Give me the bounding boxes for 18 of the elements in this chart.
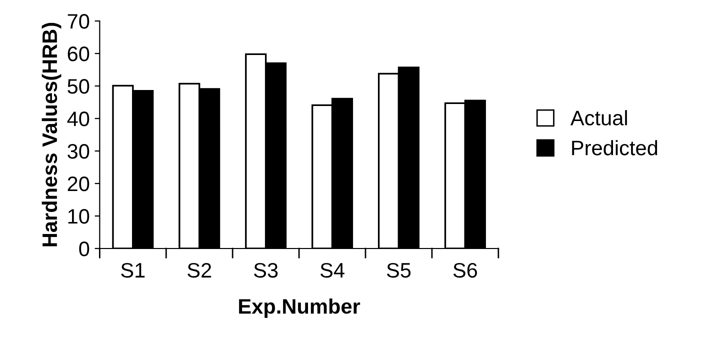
x-tick-label: S2 <box>188 262 212 278</box>
y-tick-label: 60 <box>68 46 90 62</box>
x-tick-label: S1 <box>121 262 145 278</box>
y-tick-label: 40 <box>67 112 90 126</box>
y-tick-label: 70 <box>68 14 90 29</box>
legend-label: Predicted <box>572 140 658 156</box>
x-tick-label: S4 <box>320 262 344 278</box>
y-tick-label: 0 <box>79 242 90 256</box>
x-axis-title: Exp.Number <box>239 298 360 318</box>
x-tick-label: S6 <box>453 262 477 278</box>
y-axis-title: Hardness Values(HRB) <box>42 22 62 246</box>
y-tick-label: 50 <box>68 79 90 94</box>
y-tick-label: 30 <box>68 144 90 159</box>
y-tick-label: 10 <box>68 209 90 224</box>
x-tick-label: S3 <box>254 262 278 278</box>
legend-label: Actual <box>570 110 627 126</box>
y-tick-label: 20 <box>68 176 90 192</box>
x-tick-label: S5 <box>386 262 411 278</box>
